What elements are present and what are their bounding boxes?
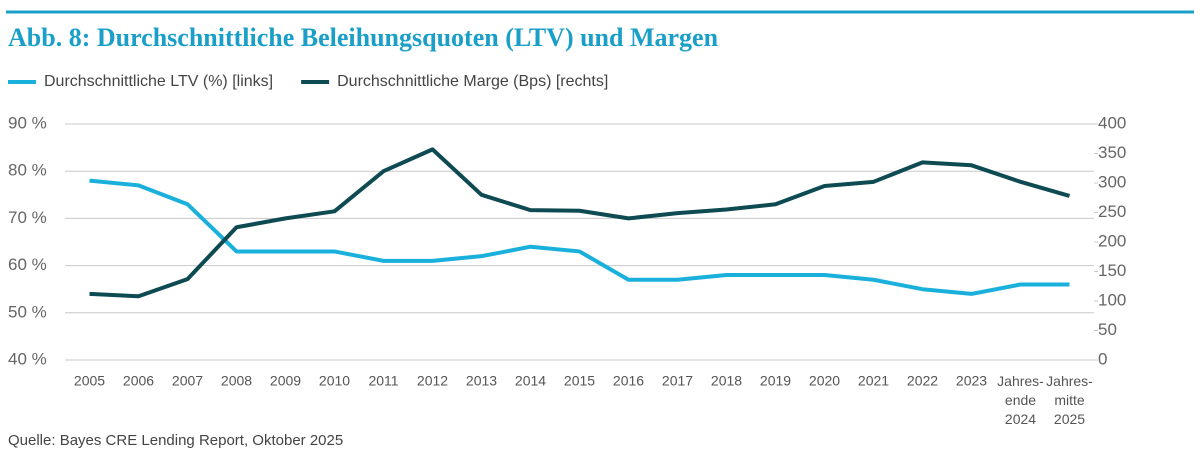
- y2-tick-label: 200: [1098, 231, 1126, 250]
- x-tick-label: Jahres-mitte 2025: [1046, 373, 1093, 427]
- series-line: [89, 178, 1070, 296]
- y2-tick-label: 250: [1098, 202, 1126, 221]
- y2-tick-label: 100: [1098, 290, 1126, 309]
- x-tick-label: 2019: [760, 373, 791, 389]
- x-tick-label: 2014: [515, 373, 546, 389]
- x-tick-label: 2012: [417, 373, 448, 389]
- legend-label: Durchschnittliche Marge (Bps) [rechts]: [337, 73, 608, 90]
- y2-tick-label: 150: [1098, 261, 1126, 280]
- y-tick-label: 70 %: [8, 208, 47, 227]
- y-tick-label: 90 %: [8, 113, 47, 132]
- y-tick-label: 40 %: [8, 349, 47, 368]
- x-tick-label: 2018: [711, 373, 742, 389]
- x-tick-label: 2017: [662, 373, 693, 389]
- y2-tick-label: 300: [1098, 172, 1126, 191]
- x-tick-label: 2016: [613, 373, 644, 389]
- x-tick-label: 2015: [564, 373, 595, 389]
- x-tick-label: 2023: [956, 373, 987, 389]
- x-tick-label: 2005: [74, 373, 105, 389]
- source-note: Quelle: Bayes CRE Lending Report, Oktobe…: [8, 432, 343, 449]
- x-tick-label: 2008: [221, 373, 252, 389]
- x-tick-label: 2006: [123, 373, 154, 389]
- y2-tick-label: 350: [1098, 143, 1126, 162]
- x-tick-label: 2007: [172, 373, 203, 389]
- y2-tick-label: 50: [1098, 320, 1117, 339]
- series-line: [89, 147, 1071, 299]
- y2-tick-label: 400: [1098, 113, 1126, 132]
- legend-label: Durchschnittliche LTV (%) [links]: [44, 73, 273, 90]
- x-tick-label: Jahres-ende 2024: [997, 373, 1044, 427]
- x-tick-label: 2011: [368, 373, 398, 389]
- y-tick-label: 80 %: [8, 161, 47, 180]
- y2-tick-label: 0: [1098, 349, 1107, 368]
- y-tick-label: 50 %: [8, 302, 47, 321]
- x-tick-label: 2021: [858, 373, 889, 389]
- x-tick-label: 2022: [907, 373, 938, 389]
- chart-title: Abb. 8: Durchschnittliche Beleihungsquot…: [8, 23, 719, 52]
- x-tick-label: 2020: [809, 373, 840, 389]
- x-tick-label: 2009: [270, 373, 301, 389]
- y-tick-label: 60 %: [8, 255, 47, 274]
- x-tick-label: 2010: [319, 373, 350, 389]
- x-tick-label: 2013: [466, 373, 497, 389]
